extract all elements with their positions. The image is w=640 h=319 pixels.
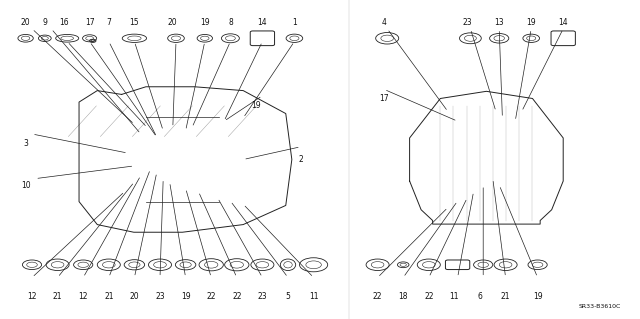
Text: 19: 19 [526,18,536,27]
Text: 7: 7 [106,18,111,27]
Text: 2: 2 [298,155,303,164]
Text: 21: 21 [53,292,62,301]
Text: 6: 6 [477,292,483,301]
Text: 13: 13 [494,18,504,27]
Text: SR33-B3610C: SR33-B3610C [579,304,621,309]
Text: 10: 10 [20,181,31,189]
Text: 11: 11 [309,292,318,301]
Text: 17: 17 [84,18,95,27]
Text: 12: 12 [28,292,36,301]
Text: 15: 15 [129,18,140,27]
Text: 22: 22 [424,292,433,301]
Text: 23: 23 [257,292,268,301]
Text: 8: 8 [228,18,233,27]
Text: 23: 23 [155,292,165,301]
Text: 11: 11 [450,292,459,301]
Text: 21: 21 [501,292,510,301]
Text: 21: 21 [104,292,113,301]
Text: 23: 23 [462,18,472,27]
Text: 1: 1 [292,18,297,27]
Text: 19: 19 [532,292,543,301]
Text: 14: 14 [558,18,568,27]
Text: 18: 18 [399,292,408,301]
Text: 4: 4 [381,18,387,27]
Text: 20: 20 [168,18,178,27]
Text: 3: 3 [23,139,28,148]
Text: 20: 20 [20,18,31,27]
Text: 20: 20 [129,292,140,301]
Text: 22: 22 [373,292,382,301]
Text: 17: 17 [379,94,389,103]
Text: 9: 9 [42,18,47,27]
Text: 19: 19 [251,101,261,110]
Text: 22: 22 [207,292,216,301]
Text: 22: 22 [232,292,241,301]
Text: 19: 19 [180,292,191,301]
Text: 12: 12 [79,292,88,301]
Text: 19: 19 [200,18,210,27]
Text: 14: 14 [257,18,268,27]
Text: 5: 5 [285,292,291,301]
Text: 16: 16 [59,18,69,27]
